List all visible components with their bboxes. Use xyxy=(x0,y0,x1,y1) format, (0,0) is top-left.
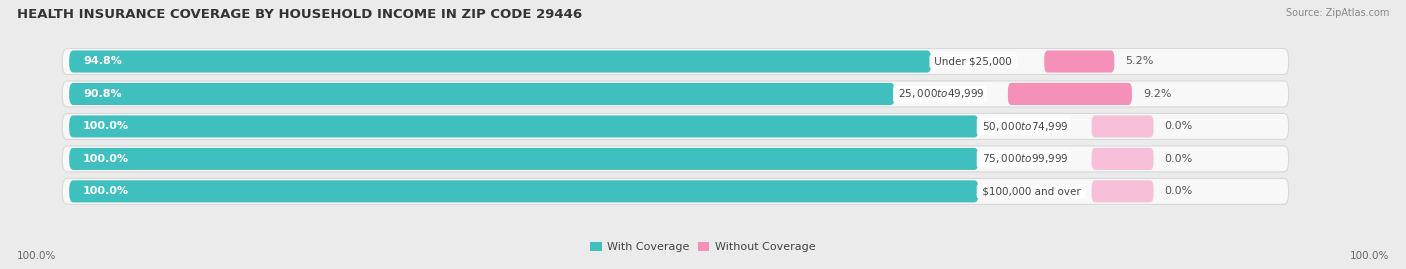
FancyBboxPatch shape xyxy=(1045,51,1115,73)
FancyBboxPatch shape xyxy=(1091,180,1153,202)
Text: 94.8%: 94.8% xyxy=(83,56,122,66)
Text: 9.2%: 9.2% xyxy=(1143,89,1171,99)
FancyBboxPatch shape xyxy=(1091,148,1153,170)
Text: 100.0%: 100.0% xyxy=(83,121,129,132)
FancyBboxPatch shape xyxy=(69,148,979,170)
Text: HEALTH INSURANCE COVERAGE BY HOUSEHOLD INCOME IN ZIP CODE 29446: HEALTH INSURANCE COVERAGE BY HOUSEHOLD I… xyxy=(17,8,582,21)
Text: 100.0%: 100.0% xyxy=(17,251,56,261)
Text: 0.0%: 0.0% xyxy=(1164,121,1192,132)
Text: $50,000 to $74,999: $50,000 to $74,999 xyxy=(979,120,1069,133)
FancyBboxPatch shape xyxy=(62,114,1289,139)
Text: Source: ZipAtlas.com: Source: ZipAtlas.com xyxy=(1285,8,1389,18)
FancyBboxPatch shape xyxy=(62,146,1289,172)
Text: 0.0%: 0.0% xyxy=(1164,154,1192,164)
Text: $100,000 and over: $100,000 and over xyxy=(979,186,1084,196)
FancyBboxPatch shape xyxy=(62,178,1289,204)
FancyBboxPatch shape xyxy=(69,115,979,137)
FancyBboxPatch shape xyxy=(62,48,1289,75)
Text: $75,000 to $99,999: $75,000 to $99,999 xyxy=(979,153,1069,165)
Text: 5.2%: 5.2% xyxy=(1125,56,1154,66)
FancyBboxPatch shape xyxy=(69,180,979,202)
Text: 100.0%: 100.0% xyxy=(83,154,129,164)
Text: 100.0%: 100.0% xyxy=(83,186,129,196)
Text: $25,000 to $49,999: $25,000 to $49,999 xyxy=(894,87,986,100)
FancyBboxPatch shape xyxy=(69,83,894,105)
Text: Under $25,000: Under $25,000 xyxy=(931,56,1015,66)
FancyBboxPatch shape xyxy=(1091,115,1153,137)
FancyBboxPatch shape xyxy=(62,81,1289,107)
Text: 100.0%: 100.0% xyxy=(1350,251,1389,261)
Text: 90.8%: 90.8% xyxy=(83,89,121,99)
FancyBboxPatch shape xyxy=(69,51,931,73)
Text: 0.0%: 0.0% xyxy=(1164,186,1192,196)
FancyBboxPatch shape xyxy=(1008,83,1132,105)
Legend: With Coverage, Without Coverage: With Coverage, Without Coverage xyxy=(586,237,820,256)
